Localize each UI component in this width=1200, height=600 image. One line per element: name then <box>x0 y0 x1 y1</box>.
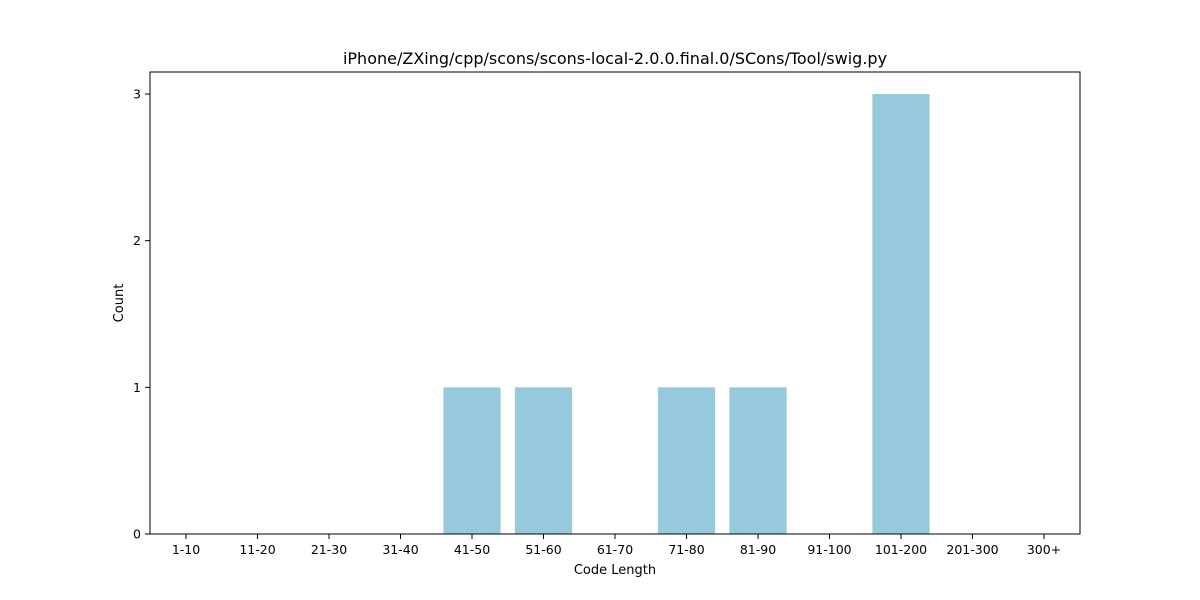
chart-title: iPhone/ZXing/cpp/scons/scons-local-2.0.0… <box>343 49 887 68</box>
x-tick-label: 61-70 <box>597 542 633 557</box>
x-axis-label: Code Length <box>574 563 656 578</box>
y-tick-label: 0 <box>133 527 141 542</box>
x-tick-label: 51-60 <box>525 542 561 557</box>
x-tick-label: 31-40 <box>382 542 418 557</box>
y-axis: 0 1 2 3 <box>133 87 150 542</box>
x-tick-label: 21-30 <box>311 542 347 557</box>
bar-71-80 <box>657 387 716 534</box>
x-tick-label: 81-90 <box>740 542 776 557</box>
y-tick-label: 1 <box>133 380 141 395</box>
x-tick-label: 1-10 <box>172 542 200 557</box>
bar-41-50 <box>443 387 501 534</box>
bars-group <box>443 94 930 534</box>
x-tick-label: 300+ <box>1027 542 1061 557</box>
x-tick-label: 101-200 <box>875 542 927 557</box>
bar-81-90 <box>729 387 787 534</box>
y-axis-label: Count <box>112 284 127 323</box>
bar-51-60 <box>514 387 573 534</box>
x-tick-label: 41-50 <box>454 542 490 557</box>
x-tick-label: 11-20 <box>239 542 275 557</box>
bar-101-200 <box>872 94 930 534</box>
x-axis: 1-10 11-20 21-30 31-40 41-50 51-60 61-70 71-80 8… <box>172 534 1061 557</box>
y-tick-label: 2 <box>133 233 141 248</box>
x-tick-label: 91-100 <box>807 542 851 557</box>
x-tick-label: 201-300 <box>946 542 998 557</box>
y-tick-label: 3 <box>133 87 141 102</box>
plot-frame <box>149 71 1081 535</box>
x-tick-label: 71-80 <box>668 542 704 557</box>
